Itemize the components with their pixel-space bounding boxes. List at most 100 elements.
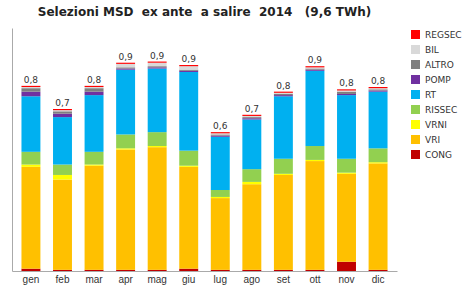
- legend-label: RT: [425, 90, 437, 100]
- bar-segment: [116, 67, 135, 68]
- bar-segment: [85, 87, 104, 88]
- series: [21, 63, 387, 135]
- bar-segment: [85, 95, 104, 152]
- legend-swatch: [411, 75, 420, 84]
- bar-segment: [179, 70, 198, 71]
- bar-segment: [369, 89, 388, 90]
- series: [21, 262, 387, 271]
- bar-segment: [116, 134, 135, 148]
- bar-segment: [369, 87, 388, 88]
- bar-segment: [305, 69, 324, 70]
- bar-segment: [116, 150, 135, 270]
- bar-segment: [337, 94, 356, 95]
- bar-segment: [242, 116, 261, 117]
- bar-segment: [85, 166, 104, 270]
- legend-item: RT: [411, 90, 437, 100]
- bar-segment: [274, 92, 293, 93]
- bar-segment: [305, 270, 324, 271]
- legend-swatch: [411, 60, 420, 69]
- bar-segment: [85, 165, 104, 166]
- bar-segment: [21, 88, 40, 91]
- x-tick-label: apr: [118, 274, 133, 285]
- bar-segment: [53, 111, 72, 113]
- bar-segment: [211, 270, 230, 271]
- total-label: 0,6: [213, 121, 228, 131]
- bar-segment: [211, 136, 230, 137]
- bar-segment: [369, 90, 388, 91]
- legend-swatch: [411, 30, 420, 39]
- bar-segment: [274, 175, 293, 270]
- bar-segment: [369, 163, 388, 269]
- x-tick: gen: [23, 271, 40, 285]
- x-tick-label: set: [277, 274, 291, 285]
- x-tick-label: ago: [243, 274, 260, 285]
- legend-swatch: [411, 135, 420, 144]
- bar-segment: [305, 66, 324, 67]
- title: Selezioni MSD ex ante a salire 2014 (9,6…: [38, 5, 372, 19]
- bar-segment: [53, 175, 72, 180]
- legend-label: RISSEC: [425, 105, 457, 115]
- legend-swatch: [411, 105, 420, 114]
- bar-segment: [274, 96, 293, 158]
- legend-label: ALTRO: [425, 60, 454, 70]
- bar-segment: [274, 159, 293, 174]
- bar-segment: [369, 270, 388, 271]
- bar-segment: [337, 173, 356, 174]
- bar-segment: [148, 62, 167, 63]
- legend-label: VRI: [425, 135, 440, 145]
- bar-segment: [274, 94, 293, 95]
- bar-segment: [337, 262, 356, 271]
- x-tick: set: [277, 271, 291, 285]
- bar-segment: [305, 67, 324, 68]
- x-tick-label: giu: [182, 274, 195, 285]
- bar-segment: [274, 174, 293, 175]
- legend-item: POMP: [411, 75, 451, 85]
- legend: REGSECBILALTROPOMPRTRISSECVRNIVRICONG: [411, 30, 462, 160]
- total-label: 0,9: [182, 54, 197, 64]
- bar-segment: [148, 132, 167, 146]
- bar-segment: [242, 119, 261, 169]
- x-tick: lug: [214, 271, 227, 285]
- bar-segment: [274, 93, 293, 94]
- bar-segment: [274, 95, 293, 96]
- series: [21, 147, 387, 270]
- bar-segment: [369, 162, 388, 163]
- bar-segment: [369, 92, 388, 149]
- bar-segment: [116, 69, 135, 70]
- bar-segment: [148, 146, 167, 147]
- bar-segment: [179, 166, 198, 167]
- bar-segment: [21, 165, 40, 167]
- bar-segment: [116, 148, 135, 149]
- x-tick-label: mag: [147, 274, 166, 285]
- bar-segment: [242, 115, 261, 116]
- bar-segment: [85, 88, 104, 91]
- x-tick: nov: [338, 271, 354, 285]
- bar-segment: [305, 161, 324, 270]
- bar-segment: [53, 180, 72, 270]
- bar-segment: [305, 71, 324, 146]
- bar-segment: [53, 114, 72, 117]
- bar-segment: [242, 169, 261, 182]
- bar-segment: [242, 270, 261, 271]
- bar-segment: [242, 118, 261, 119]
- y-axis-line: [12, 29, 13, 272]
- x-tick-label: nov: [338, 274, 354, 285]
- bar-segment: [337, 89, 356, 90]
- series: [21, 132, 387, 197]
- bar-segment: [21, 167, 40, 269]
- bar-segment: [53, 117, 72, 164]
- legend-item: RISSEC: [411, 105, 457, 115]
- legend-label: POMP: [425, 75, 451, 85]
- bar-segment: [369, 148, 388, 162]
- total-label: 0,8: [339, 78, 354, 88]
- bar-segment: [242, 182, 261, 184]
- legend-item: CONG: [411, 150, 452, 160]
- bar-segment: [337, 95, 356, 159]
- bar-segment: [148, 147, 167, 270]
- bar-segment: [179, 71, 198, 72]
- bar-segment: [53, 109, 72, 110]
- bar-segment: [53, 165, 72, 175]
- legend-swatch: [411, 120, 420, 129]
- x-tick-label: gen: [23, 274, 40, 285]
- bar-segment: [305, 70, 324, 71]
